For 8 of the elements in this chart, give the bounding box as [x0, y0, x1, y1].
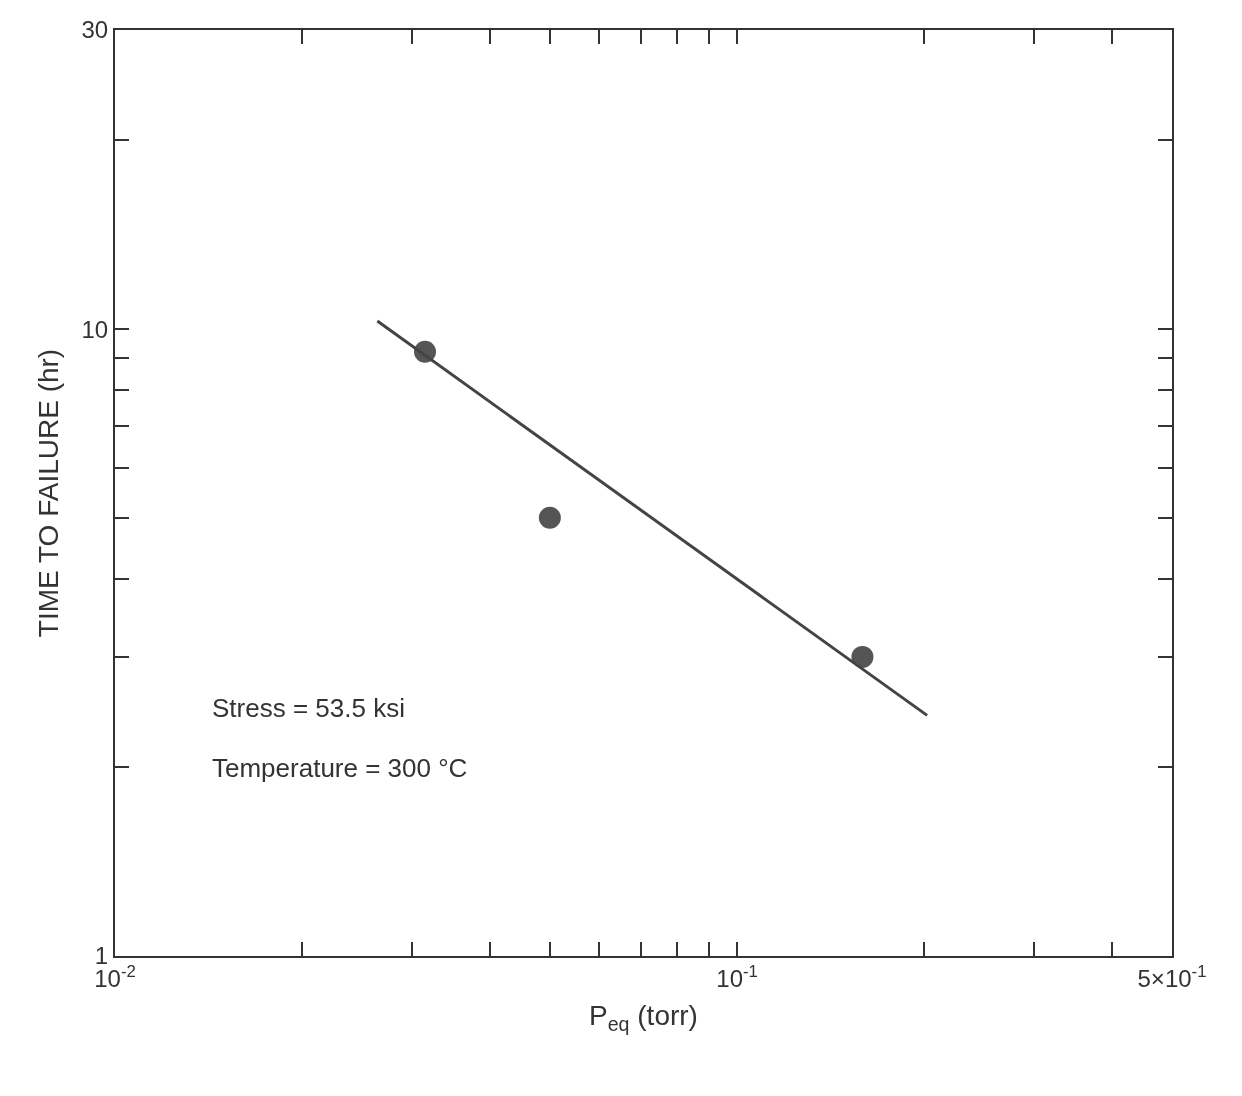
y-tick-label: 30 — [81, 16, 109, 44]
annotation: Temperature = 300 °C — [212, 753, 468, 783]
x-tick-label: 10$^{-1}$ — [716, 961, 758, 992]
y-tick-label: 10 — [81, 315, 109, 343]
x-tick-label: 5×10$^{-1}$ — [1137, 961, 1207, 992]
y-axis-title: TIME TO FAILURE (hr) — [32, 348, 64, 638]
x-axis-title: P$_{eq}$ (torr) — [589, 1000, 698, 1036]
annotation: Stress = 53.5 ksi — [212, 693, 405, 723]
